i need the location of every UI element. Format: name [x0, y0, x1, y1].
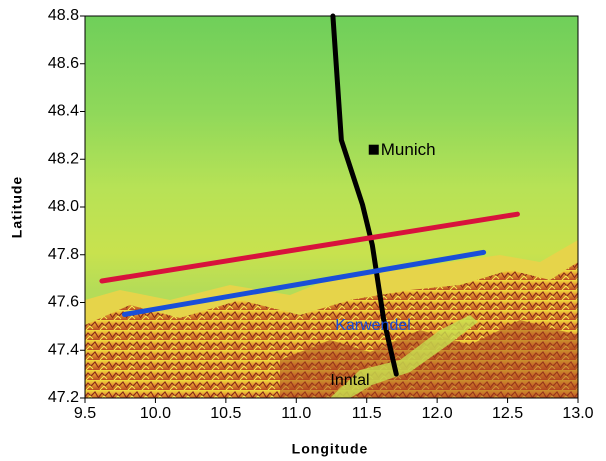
y-tick-label: 47.2 — [48, 389, 79, 406]
x-tick-label: 9.5 — [74, 405, 96, 422]
x-tick-label: 10.0 — [140, 405, 171, 422]
x-axis-title: Longitude — [292, 441, 369, 457]
city-marker — [369, 145, 379, 155]
y-tick-label: 48.2 — [48, 150, 79, 167]
y-tick-label: 48.4 — [48, 103, 79, 120]
x-tick-label: 12.0 — [422, 405, 453, 422]
x-tick-label: 12.5 — [492, 405, 523, 422]
region-label: Inntal — [330, 372, 369, 389]
x-tick-label: 10.5 — [210, 405, 241, 422]
x-tick-label: 11.5 — [352, 405, 382, 422]
y-tick-label: 47.4 — [48, 341, 79, 358]
y-tick-label: 47.8 — [48, 246, 79, 263]
y-tick-label: 48.0 — [48, 198, 79, 215]
y-tick-label: 48.6 — [48, 55, 79, 72]
terrain — [85, 16, 578, 398]
chart: Longitude Latitude 9.5 10.0 10.5 11.0 11.5 12… — [0, 0, 606, 461]
x-tick-label: 11.0 — [281, 405, 311, 422]
y-tick-label: 48.8 — [48, 7, 79, 24]
y-tick-label: 47.6 — [48, 294, 79, 311]
city-label: Munich — [381, 140, 436, 159]
page: {"chart_data": {"type": "line", "x_label… — [0, 0, 606, 461]
y-axis-title: Latitude — [9, 176, 25, 238]
region-label: Karwendel — [335, 317, 411, 334]
x-tick-label: 13.0 — [562, 405, 593, 422]
